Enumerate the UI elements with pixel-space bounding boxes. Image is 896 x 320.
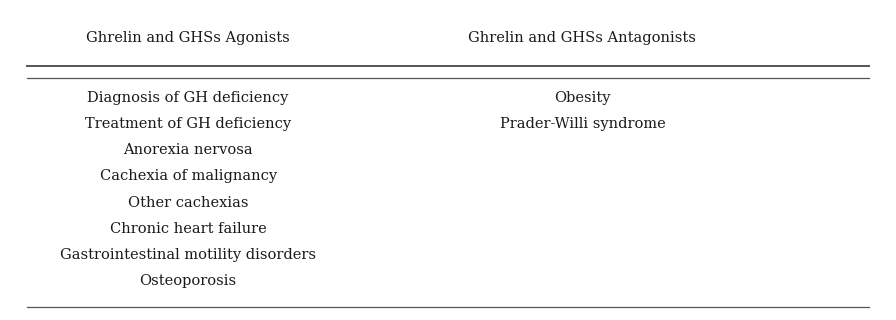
Text: Gastrointestinal motility disorders: Gastrointestinal motility disorders [60,248,316,262]
Text: Treatment of GH deficiency: Treatment of GH deficiency [85,117,291,131]
Text: Diagnosis of GH deficiency: Diagnosis of GH deficiency [88,91,289,105]
Text: Ghrelin and GHSs Antagonists: Ghrelin and GHSs Antagonists [469,31,696,45]
Text: Chronic heart failure: Chronic heart failure [110,222,266,236]
Text: Cachexia of malignancy: Cachexia of malignancy [99,169,277,183]
Text: Other cachexias: Other cachexias [128,196,248,210]
Text: Osteoporosis: Osteoporosis [140,274,237,288]
Text: Anorexia nervosa: Anorexia nervosa [124,143,253,157]
Text: Prader-Willi syndrome: Prader-Willi syndrome [500,117,665,131]
Text: Obesity: Obesity [554,91,611,105]
Text: Ghrelin and GHSs Agonists: Ghrelin and GHSs Agonists [86,31,290,45]
